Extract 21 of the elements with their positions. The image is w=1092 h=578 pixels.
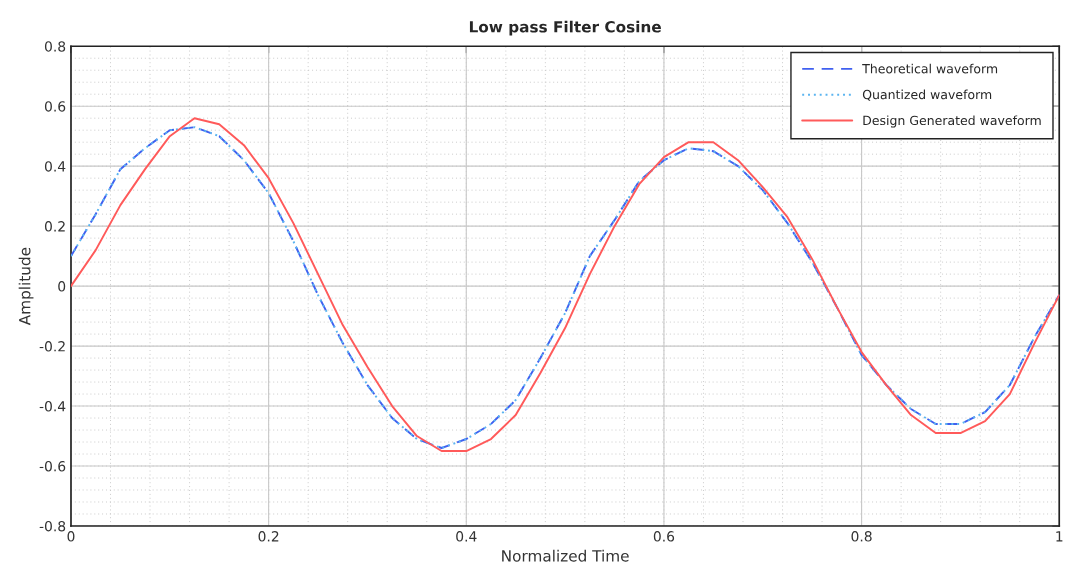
y-tick-label: 0.8: [44, 41, 66, 52]
y-tick-label: 0.2: [44, 221, 65, 232]
legend-label: Quantized waveform: [862, 89, 992, 101]
y-tick-label: -0.8: [39, 520, 66, 532]
y-tick-label: -0.2: [39, 341, 65, 352]
x-tick-label: 0.2: [258, 531, 279, 542]
x-tick-label: 1: [1056, 531, 1063, 542]
y-tick-label: -0.6: [39, 460, 66, 472]
x-tick-label: 0.4: [456, 531, 477, 542]
x-tick-label: 0.8: [851, 531, 872, 542]
y-tick-label: 0.4: [44, 161, 66, 172]
y-axis-title: Amplitude: [18, 247, 34, 326]
legend-label: Theoretical waveform: [862, 63, 998, 74]
x-tick-label: 0: [67, 531, 75, 542]
chart-title: Low pass Filter Cosine: [469, 20, 661, 36]
y-tick-label: 0.6: [44, 101, 66, 112]
y-tick-label: -0.4: [39, 401, 66, 412]
legend-label: Design Generated waveform: [863, 115, 1041, 128]
x-tick-label: 0.6: [653, 531, 675, 542]
x-axis-title: Normalized Time: [502, 549, 629, 562]
y-tick-label: 0: [58, 281, 66, 292]
